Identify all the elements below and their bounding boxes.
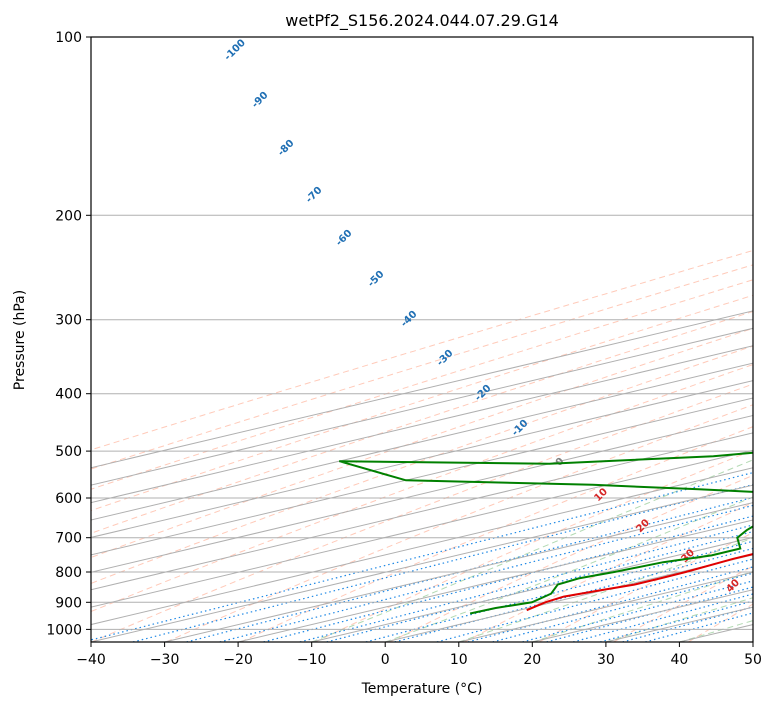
dry-adiabat bbox=[91, 383, 753, 642]
isotherm-line bbox=[91, 467, 753, 626]
dry-adiabats bbox=[91, 249, 753, 642]
mixing-ratio-line bbox=[599, 600, 753, 642]
x-tick-label: 40 bbox=[670, 652, 688, 668]
dry-adiabat bbox=[538, 532, 753, 642]
y-tick-label: 1000 bbox=[46, 622, 82, 638]
isotherm-line bbox=[237, 519, 753, 642]
x-tick-label: 10 bbox=[450, 652, 468, 668]
isotherm-line bbox=[91, 449, 753, 608]
isotherm-line bbox=[91, 484, 753, 642]
x-tick-label: 30 bbox=[597, 652, 615, 668]
isobars bbox=[91, 37, 753, 630]
y-axis-title: Pressure (hPa) bbox=[12, 290, 28, 390]
moist-adiabat bbox=[605, 597, 753, 642]
plot-frame bbox=[90, 36, 754, 643]
x-tick-label: 20 bbox=[523, 652, 541, 668]
y-tick-label: 700 bbox=[55, 531, 82, 547]
x-tick-label: 0 bbox=[381, 652, 390, 668]
dry-adiabat bbox=[315, 449, 753, 642]
mixing-ratio-line bbox=[622, 606, 753, 642]
mixing-ratio-line bbox=[645, 612, 753, 642]
y-tick-label: 300 bbox=[55, 313, 82, 329]
x-axis-title: Temperature (°C) bbox=[361, 681, 483, 697]
y-tick-label: 400 bbox=[55, 387, 82, 403]
dry-adiabat bbox=[240, 426, 753, 642]
mixing-ratio-line bbox=[219, 504, 753, 642]
y-tick-label: 600 bbox=[55, 491, 82, 507]
dry-adiabat bbox=[91, 363, 753, 613]
mixing-ratio-line bbox=[546, 586, 753, 642]
isotherm-line bbox=[91, 414, 753, 573]
x-tick-label: −10 bbox=[297, 652, 327, 668]
dewpoint-profile-line bbox=[339, 451, 753, 615]
mixing-ratio-line bbox=[91, 471, 753, 641]
isotherm-line bbox=[164, 502, 753, 642]
y-tick-label: 900 bbox=[55, 595, 82, 611]
temperature-profile-line bbox=[526, 553, 753, 612]
y-tick-label: 100 bbox=[55, 30, 82, 46]
isotherm-line bbox=[91, 310, 753, 469]
isotherm-line bbox=[91, 432, 753, 591]
x-axis: −40 −30 −20 −10 0 10 20 30 40 50 bbox=[76, 642, 762, 668]
x-tick-label: −40 bbox=[76, 652, 106, 668]
y-tick-label: 500 bbox=[55, 444, 82, 460]
x-tick-label: −30 bbox=[150, 652, 180, 668]
mixing-ratio-line bbox=[326, 530, 753, 642]
y-tick-label: 800 bbox=[55, 565, 82, 581]
x-tick-label: 50 bbox=[744, 652, 762, 668]
y-tick-label: 200 bbox=[55, 208, 82, 224]
chart-title: wetPf2_S156.2024.044.07.29.G14 bbox=[285, 11, 559, 31]
dry-adiabat bbox=[389, 474, 753, 642]
mixing-ratio-line bbox=[572, 593, 753, 642]
isotherm-line bbox=[91, 327, 753, 486]
x-tick-label: −20 bbox=[223, 652, 253, 668]
isotherm-line bbox=[91, 397, 753, 556]
y-axis: 100 200 300 400 500 600 700 800 900 1000 bbox=[46, 30, 91, 638]
